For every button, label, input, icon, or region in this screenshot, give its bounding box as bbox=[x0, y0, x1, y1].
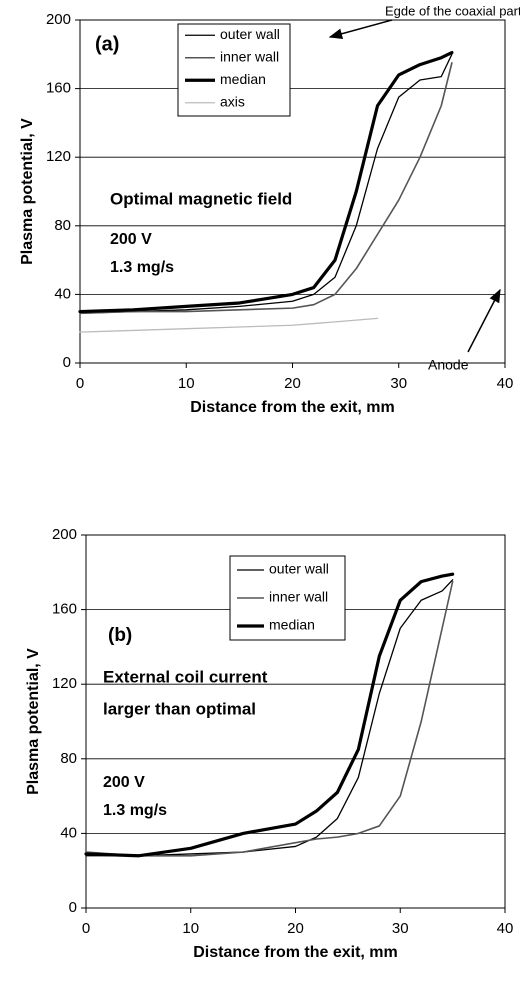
x-tick-label: 30 bbox=[392, 920, 409, 937]
annotation: 200 V bbox=[110, 231, 152, 248]
y-tick-label: 160 bbox=[46, 80, 71, 97]
y-tick-label: 0 bbox=[69, 899, 77, 916]
annotation: Egde of the coaxial part bbox=[385, 3, 520, 18]
annotation: Optimal magnetic field bbox=[110, 189, 292, 208]
x-tick-label: 10 bbox=[178, 375, 195, 392]
y-tick-label: 200 bbox=[46, 11, 71, 28]
series-line bbox=[85, 580, 454, 857]
legend-label: outer wall bbox=[220, 26, 280, 42]
legend-box bbox=[177, 23, 291, 117]
legend-label: median bbox=[220, 71, 266, 87]
legend-label: inner wall bbox=[220, 48, 279, 64]
annotation: 200 V bbox=[103, 774, 145, 791]
y-tick-label: 120 bbox=[46, 148, 71, 165]
x-tick-label: 0 bbox=[82, 920, 90, 937]
annotation: External coil current bbox=[103, 667, 268, 686]
legend-label: axis bbox=[220, 93, 245, 109]
x-tick-label: 20 bbox=[284, 375, 301, 392]
series-line bbox=[79, 53, 453, 314]
plot-frame bbox=[85, 534, 506, 909]
y-axis-label: Plasma potential, V bbox=[19, 118, 36, 265]
x-tick-label: 40 bbox=[497, 920, 514, 937]
x-tick-label: 0 bbox=[76, 375, 84, 392]
series-line bbox=[79, 62, 453, 315]
arrow bbox=[328, 19, 393, 39]
legend-label: inner wall bbox=[269, 589, 328, 605]
series-line bbox=[84, 572, 455, 858]
x-tick-label: 40 bbox=[497, 375, 514, 392]
y-tick-label: 80 bbox=[60, 750, 77, 767]
y-tick-label: 160 bbox=[52, 601, 77, 618]
y-tick-label: 40 bbox=[54, 285, 71, 302]
annotation: 1.3 mg/s bbox=[103, 802, 167, 819]
annotation: 1.3 mg/s bbox=[110, 259, 174, 276]
y-tick-label: 120 bbox=[52, 675, 77, 692]
y-axis-label: Plasma potential, V bbox=[25, 648, 42, 795]
y-tick-label: 200 bbox=[52, 526, 77, 543]
y-tick-label: 80 bbox=[54, 217, 71, 234]
x-axis-label: Distance from the exit, mm bbox=[190, 399, 395, 416]
x-tick-label: 10 bbox=[182, 920, 199, 937]
y-tick-label: 0 bbox=[63, 354, 71, 371]
x-axis-label: Distance from the exit, mm bbox=[193, 944, 398, 961]
x-tick-label: 30 bbox=[390, 375, 407, 392]
annotation: (b) bbox=[108, 625, 132, 646]
annotation: (a) bbox=[95, 33, 119, 55]
legend-label: outer wall bbox=[269, 561, 329, 577]
series-line bbox=[85, 579, 454, 857]
series-line bbox=[79, 317, 379, 333]
annotation: Anode bbox=[428, 357, 469, 373]
arrow bbox=[467, 288, 501, 353]
legend-label: median bbox=[269, 617, 315, 633]
plot-frame bbox=[79, 19, 506, 364]
series-line bbox=[78, 50, 454, 314]
y-tick-label: 40 bbox=[60, 824, 77, 841]
x-tick-label: 20 bbox=[287, 920, 304, 937]
annotation: larger than optimal bbox=[103, 699, 256, 718]
